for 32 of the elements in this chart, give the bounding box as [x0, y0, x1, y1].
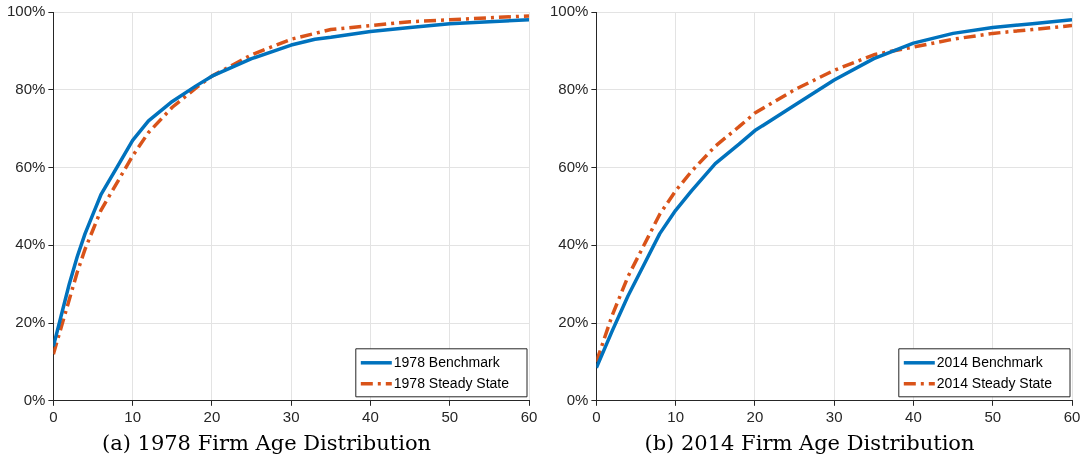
x-tick-label: 50	[441, 407, 459, 425]
y-tick-label: 40%	[558, 235, 589, 253]
x-tick-label: 50	[984, 407, 1002, 425]
x-tick-label: 0	[49, 407, 58, 425]
y-tick-label: 0%	[23, 390, 46, 408]
y-tick-label: 100%	[549, 2, 589, 20]
x-tick-label: 20	[746, 407, 764, 425]
x-tick-label: 40	[905, 407, 922, 425]
text: (a) 1978 Firm Age Distribution	[101, 430, 432, 455]
legend-label: 2014 Benchmark	[936, 353, 1044, 370]
x-tick-label: 0	[592, 407, 601, 425]
x-tick-label: 40	[362, 407, 379, 425]
y-tick-label: 20%	[558, 313, 589, 331]
y-tick-label: 60%	[558, 157, 589, 175]
x-tick-label: 30	[282, 407, 300, 425]
x-tick-label: 30	[825, 407, 843, 425]
y-tick-label: 0%	[566, 390, 589, 408]
legend-label: 2014 Steady State	[936, 374, 1053, 391]
text: (b) 2014 Firm Age Distribution	[644, 430, 975, 455]
x-tick-label: 60	[520, 407, 538, 425]
y-tick-label: 80%	[15, 79, 46, 97]
legend-label: 1978 Steady State	[393, 374, 510, 391]
x-tick-label: 20	[203, 407, 221, 425]
x-tick-label: 10	[124, 407, 141, 425]
y-tick-label: 20%	[15, 313, 46, 331]
legend-label: 1978 Benchmark	[393, 353, 501, 370]
y-tick-label: 40%	[15, 235, 46, 253]
x-tick-label: 10	[667, 407, 684, 425]
y-tick-label: 80%	[558, 79, 589, 97]
y-tick-label: 100%	[6, 2, 46, 20]
x-tick-label: 60	[1063, 407, 1081, 425]
y-tick-label: 60%	[15, 157, 46, 175]
